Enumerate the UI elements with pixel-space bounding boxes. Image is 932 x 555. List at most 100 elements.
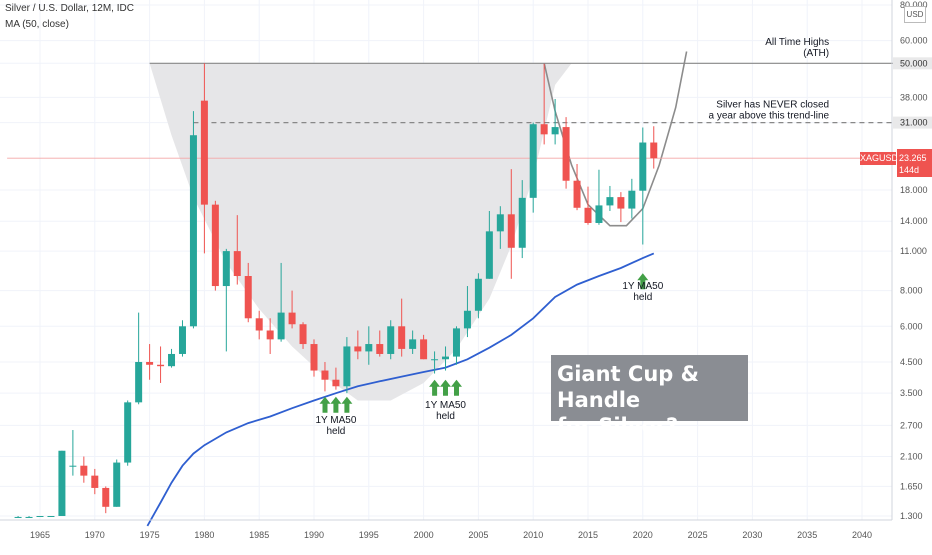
candle-body <box>420 339 428 360</box>
candle-body <box>321 370 329 380</box>
candle-body <box>14 516 22 518</box>
y-tick-label: 14.000 <box>900 216 928 226</box>
candle-body <box>310 344 318 371</box>
level-tag-bg <box>893 57 932 70</box>
x-tick-label: 1995 <box>359 530 379 540</box>
candle-body <box>551 127 559 135</box>
last-price-value: 23.265 <box>899 153 927 163</box>
candle-body <box>343 346 351 387</box>
annotation: All Time Highs (ATH) <box>765 37 829 59</box>
candle-body <box>36 516 44 517</box>
candle-body <box>365 344 373 352</box>
annotation-line-1: Silver has NEVER closed <box>716 100 829 111</box>
x-tick-label: 2030 <box>742 530 762 540</box>
x-tick-label: 1970 <box>85 530 105 540</box>
annotation: 1Y MA50 held <box>315 415 356 437</box>
y-tick-label: 6.000 <box>900 321 923 331</box>
candle-body <box>113 462 121 507</box>
candle-body <box>222 251 230 287</box>
candle-body <box>332 379 340 387</box>
candle-body <box>58 450 66 516</box>
x-tick-label: 2015 <box>578 530 598 540</box>
up-arrow-icon <box>319 396 331 413</box>
x-tick-label: 1965 <box>30 530 50 540</box>
candle-body <box>277 312 285 340</box>
candle-body <box>69 465 77 467</box>
countdown-value: 144d 6h <box>899 165 920 187</box>
candle-body <box>518 197 526 248</box>
candle-body <box>189 135 197 327</box>
candle-body <box>442 356 450 360</box>
candle-body <box>639 142 647 191</box>
annotation-line-2: a year above this trend-line <box>708 111 829 122</box>
annotation-line-2: (ATH) <box>803 48 829 59</box>
y-tick-label: 2.100 <box>900 452 923 462</box>
candle-body <box>562 127 570 181</box>
candle-body <box>584 207 592 223</box>
up-arrow-icon <box>429 379 441 396</box>
candle-body <box>178 326 186 354</box>
candle-body <box>387 326 395 354</box>
level-tag-bg <box>893 116 932 129</box>
candle-body <box>146 361 154 365</box>
y-tick-label: 11.000 <box>900 246 927 256</box>
indicator-label[interactable]: MA (50, close) <box>5 19 69 30</box>
annotation-line-2: held <box>436 411 455 422</box>
currency-tag[interactable]: USD <box>904 6 926 23</box>
candle-body <box>617 197 625 209</box>
level-tag-label: 50.000 <box>900 58 928 68</box>
candle-body <box>124 402 132 463</box>
y-tick-label: 60.000 <box>900 36 928 46</box>
annotation: 1Y MA50 held <box>622 281 663 303</box>
candle-body <box>80 465 88 476</box>
candle-body <box>409 339 417 349</box>
y-tick-label: 4.500 <box>900 357 923 367</box>
annotation-line-2: held <box>633 292 652 303</box>
level-tag-label: 31.000 <box>900 118 928 128</box>
candle-body <box>496 214 504 232</box>
x-tick-label: 2035 <box>797 530 817 540</box>
annotation-line-1: 1Y MA50 <box>425 400 466 411</box>
candle-body <box>529 124 537 198</box>
candle-body <box>211 204 219 287</box>
candle-body <box>91 475 99 488</box>
candle-body <box>255 318 263 331</box>
up-arrow-icon <box>637 273 649 290</box>
annotation: Silver has NEVER closed a year above this… <box>708 100 829 122</box>
x-tick-label: 1975 <box>140 530 160 540</box>
y-tick-label: 1.650 <box>900 481 923 491</box>
candle-body <box>47 516 55 517</box>
banner-line-2: for Silver? <box>557 414 679 438</box>
y-tick-label: 3.500 <box>900 388 923 398</box>
x-tick-label: 1990 <box>304 530 324 540</box>
up-arrow-icon <box>451 379 462 396</box>
y-tick-label: 80.000 <box>900 0 928 10</box>
x-tick-label: 2025 <box>688 530 708 540</box>
y-tick-label: 38.000 <box>900 92 928 102</box>
candle-body <box>628 190 636 209</box>
candle-body <box>452 328 460 357</box>
symbol-tag: XAGUSD <box>860 152 899 165</box>
y-tick-label: 8.000 <box>900 286 923 296</box>
candle-body <box>431 359 439 361</box>
candle-body <box>474 278 482 311</box>
candle-body <box>540 124 548 135</box>
candle-body <box>606 197 614 206</box>
chart-title: Silver / U.S. Dollar, 12M, IDC <box>5 3 134 14</box>
candle-body <box>650 142 658 159</box>
x-tick-label: 2000 <box>414 530 434 540</box>
x-tick-label: 1980 <box>194 530 214 540</box>
x-tick-label: 2040 <box>852 530 872 540</box>
last-price-tag: 23.265 144d 6h <box>897 149 932 187</box>
up-arrow-icon <box>440 379 451 396</box>
y-tick-label: 2.700 <box>900 420 923 430</box>
banner-line-1: Giant Cup & Handle <box>557 362 699 412</box>
candle-body <box>507 214 515 248</box>
candle-body <box>244 276 252 319</box>
x-tick-label: 2010 <box>523 530 543 540</box>
x-tick-label: 2020 <box>633 530 653 540</box>
candle-body <box>135 361 143 403</box>
annotation-line-1: 1Y MA50 <box>622 281 663 292</box>
